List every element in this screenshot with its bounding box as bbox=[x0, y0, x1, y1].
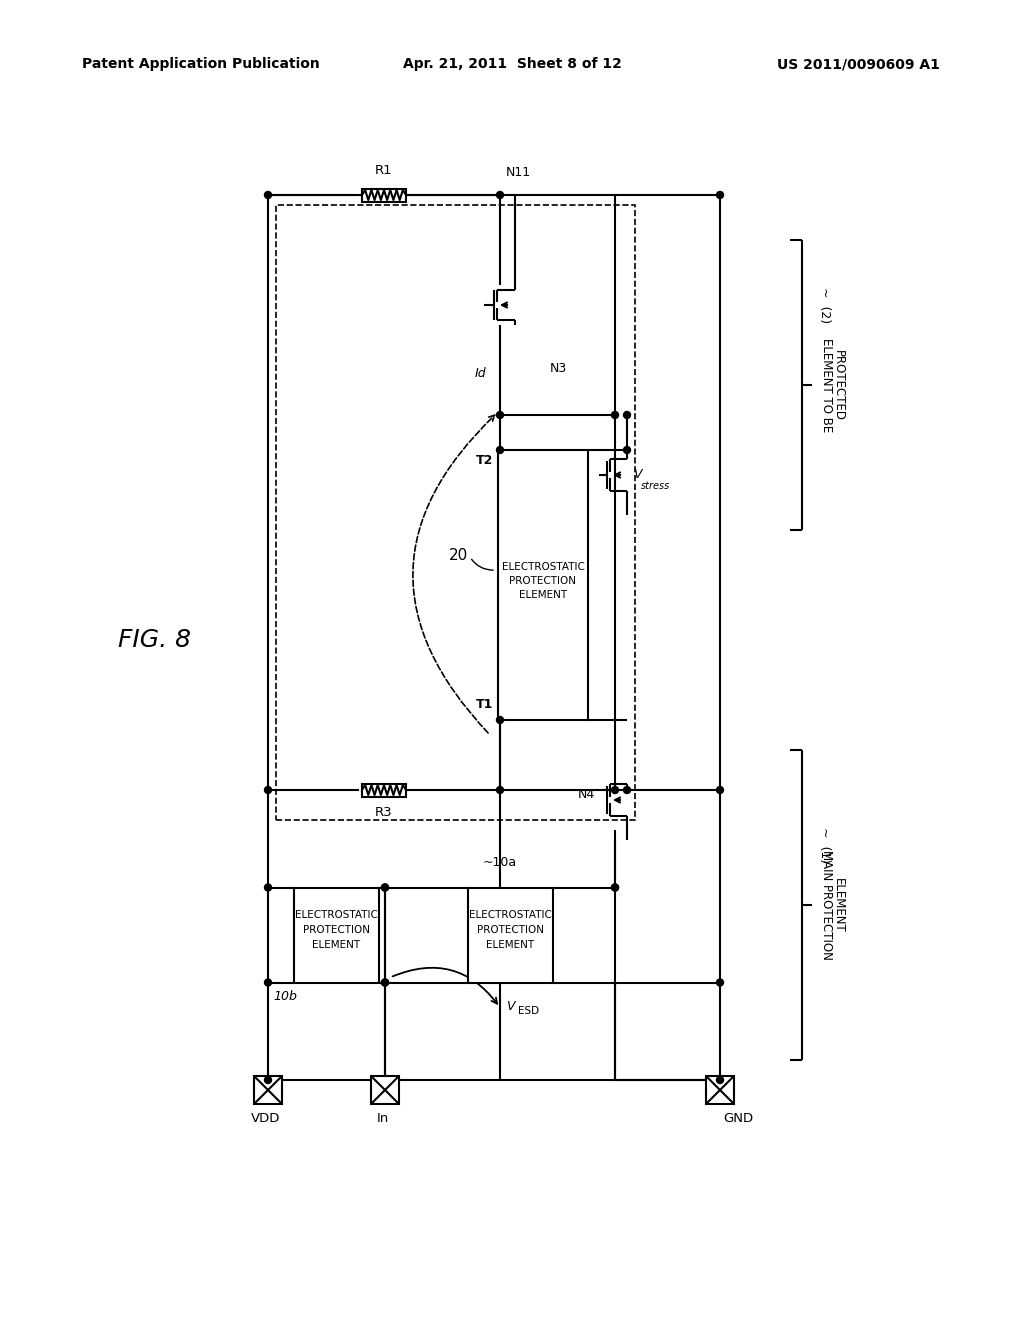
Circle shape bbox=[497, 191, 504, 198]
Bar bbox=[294, 887, 379, 982]
Text: PROTECTION: PROTECTION bbox=[303, 925, 370, 935]
Circle shape bbox=[624, 446, 631, 454]
Circle shape bbox=[497, 446, 504, 454]
Bar bbox=[468, 887, 553, 982]
Text: US 2011/0090609 A1: US 2011/0090609 A1 bbox=[777, 57, 940, 71]
Bar bbox=[254, 1076, 282, 1104]
Circle shape bbox=[611, 884, 618, 891]
Text: V: V bbox=[506, 1001, 514, 1014]
Text: ELEMENT TO BE: ELEMENT TO BE bbox=[820, 338, 833, 432]
Text: ELECTROSTATIC: ELECTROSTATIC bbox=[502, 562, 585, 572]
Circle shape bbox=[264, 979, 271, 986]
Text: T1: T1 bbox=[475, 698, 493, 711]
Text: PROTECTION: PROTECTION bbox=[476, 925, 544, 935]
Circle shape bbox=[717, 1077, 724, 1084]
Circle shape bbox=[264, 884, 271, 891]
Circle shape bbox=[264, 787, 271, 793]
Circle shape bbox=[497, 787, 504, 793]
Circle shape bbox=[264, 1077, 271, 1084]
Circle shape bbox=[382, 884, 388, 891]
Text: ~10a: ~10a bbox=[483, 857, 517, 870]
Circle shape bbox=[624, 412, 631, 418]
Text: MAIN PROTECTION: MAIN PROTECTION bbox=[820, 850, 833, 960]
Text: FIG. 8: FIG. 8 bbox=[119, 628, 191, 652]
Circle shape bbox=[382, 979, 388, 986]
Text: stress: stress bbox=[641, 480, 671, 491]
Circle shape bbox=[717, 979, 724, 986]
Text: GND: GND bbox=[723, 1111, 753, 1125]
Text: In: In bbox=[377, 1111, 389, 1125]
Text: V: V bbox=[633, 469, 641, 482]
Circle shape bbox=[497, 717, 504, 723]
Text: R3: R3 bbox=[375, 807, 393, 818]
Text: ~  (2): ~ (2) bbox=[818, 286, 831, 323]
Text: ELEMENT: ELEMENT bbox=[312, 940, 360, 950]
Circle shape bbox=[611, 412, 618, 418]
Text: ELECTROSTATIC: ELECTROSTATIC bbox=[469, 909, 552, 920]
Circle shape bbox=[611, 884, 618, 891]
Text: N4: N4 bbox=[578, 788, 595, 801]
Text: 10b: 10b bbox=[273, 990, 297, 1003]
Circle shape bbox=[717, 191, 724, 198]
Text: ~  (1): ~ (1) bbox=[818, 826, 831, 863]
Circle shape bbox=[717, 787, 724, 793]
Text: VDD: VDD bbox=[251, 1111, 281, 1125]
Text: PROTECTED: PROTECTED bbox=[831, 350, 845, 421]
Text: N3: N3 bbox=[550, 362, 567, 375]
Text: Apr. 21, 2011  Sheet 8 of 12: Apr. 21, 2011 Sheet 8 of 12 bbox=[402, 57, 622, 71]
Text: ELEMENT: ELEMENT bbox=[831, 878, 845, 932]
Text: ELECTROSTATIC: ELECTROSTATIC bbox=[295, 909, 378, 920]
Circle shape bbox=[382, 884, 388, 891]
Text: ELEMENT: ELEMENT bbox=[486, 940, 535, 950]
Text: PROTECTION: PROTECTION bbox=[510, 576, 577, 586]
Circle shape bbox=[611, 787, 618, 793]
Circle shape bbox=[382, 979, 388, 986]
Circle shape bbox=[264, 191, 271, 198]
Text: T2: T2 bbox=[475, 454, 493, 466]
Text: N11: N11 bbox=[506, 166, 531, 180]
Bar bbox=[498, 450, 588, 719]
Text: 20: 20 bbox=[449, 548, 468, 562]
Bar bbox=[371, 1076, 399, 1104]
Circle shape bbox=[624, 787, 631, 793]
Bar bbox=[362, 189, 406, 202]
Bar bbox=[362, 784, 406, 796]
Circle shape bbox=[497, 412, 504, 418]
Text: Patent Application Publication: Patent Application Publication bbox=[82, 57, 319, 71]
Text: R1: R1 bbox=[375, 164, 393, 177]
Text: ESD: ESD bbox=[518, 1006, 539, 1016]
Text: ELEMENT: ELEMENT bbox=[519, 590, 567, 601]
Text: Id: Id bbox=[474, 367, 485, 380]
Bar bbox=[706, 1076, 734, 1104]
Bar bbox=[276, 205, 635, 820]
